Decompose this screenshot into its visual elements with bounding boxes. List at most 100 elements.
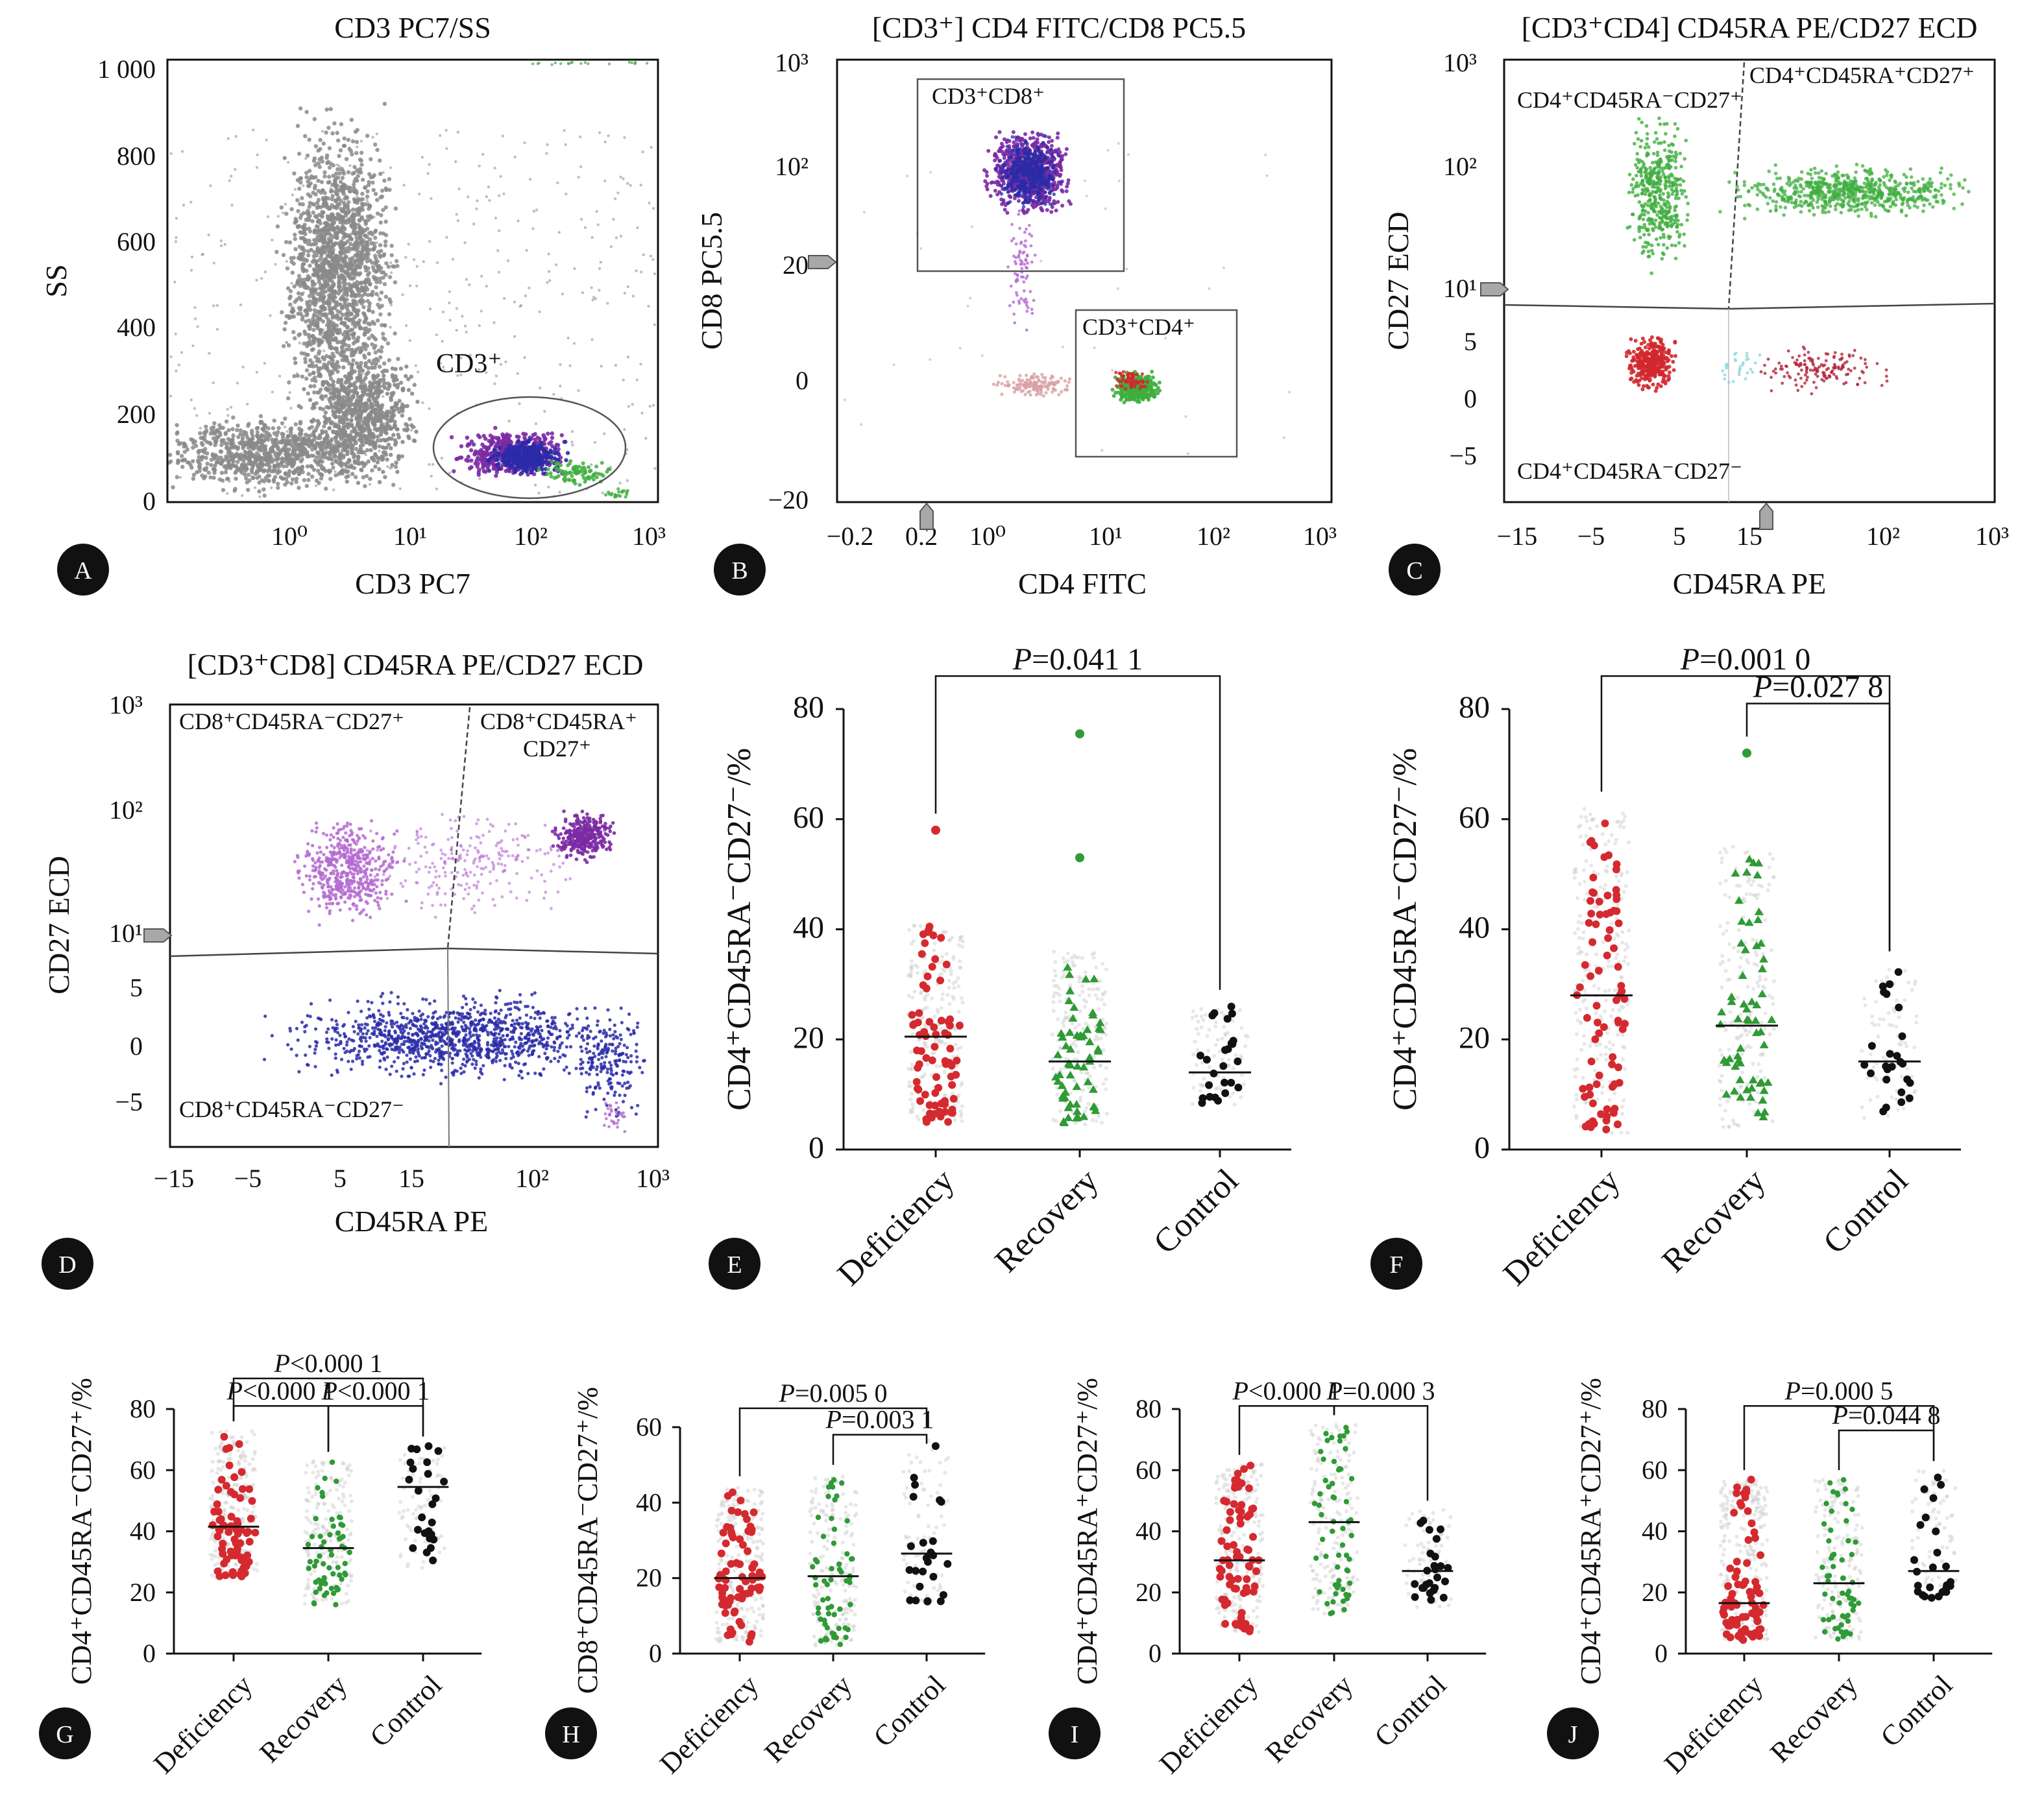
cell-point (224, 419, 229, 424)
cell-point (531, 450, 536, 454)
cell-point (563, 477, 567, 482)
cell-point (382, 373, 386, 378)
cell-point (300, 438, 306, 442)
cell-point (364, 416, 369, 421)
cell-point (223, 470, 228, 475)
cell-point (578, 135, 582, 139)
cell-point (339, 122, 344, 126)
cell-point (260, 427, 265, 431)
cell-point (283, 425, 287, 429)
cell-point (202, 467, 206, 472)
cell-point (232, 488, 237, 493)
cell-point (298, 215, 303, 220)
cell-point (298, 405, 303, 410)
cell-point (600, 461, 604, 465)
cell-point (263, 271, 267, 274)
cell-point (359, 285, 364, 290)
cell-point (373, 191, 378, 197)
cell-point (226, 428, 231, 433)
cell-point (365, 194, 370, 199)
cell-point (578, 483, 582, 487)
cell-point (380, 455, 385, 459)
cell-point (988, 194, 993, 199)
cell-point (319, 328, 323, 333)
cell-point (348, 164, 352, 167)
cell-point (348, 383, 353, 388)
cell-point (354, 151, 359, 156)
cell-point (209, 463, 213, 468)
cell-point (332, 267, 336, 272)
cell-point (322, 174, 327, 179)
cell-point (367, 307, 371, 313)
cell-point (542, 448, 546, 453)
cell-cloud (604, 487, 629, 499)
cell-point (386, 442, 391, 447)
cell-point (190, 255, 194, 259)
cell-point (564, 143, 567, 147)
cell-point (295, 178, 300, 182)
cell-point (311, 295, 315, 300)
cell-point (492, 448, 496, 453)
cell-point (390, 366, 395, 371)
cell-point (591, 472, 596, 477)
cell-point (465, 330, 468, 334)
cell-point (542, 454, 546, 459)
cell-point (359, 139, 363, 143)
cell-point (260, 478, 264, 483)
cell-point (306, 192, 311, 197)
cell-point (344, 157, 349, 162)
cell-point (347, 185, 351, 190)
cell-point (306, 184, 311, 188)
cell-point (442, 369, 446, 372)
cell-point (304, 171, 309, 175)
cell-point (267, 479, 271, 483)
cell-point (372, 346, 376, 350)
cell-point (377, 480, 382, 485)
cell-point (259, 440, 263, 445)
cell-point (226, 492, 229, 495)
cell-point (344, 232, 348, 237)
cell-point (365, 421, 370, 426)
cell-point (373, 411, 378, 416)
cell-point (304, 483, 309, 488)
cell-point (378, 195, 383, 200)
cell-point (275, 468, 280, 473)
cell-point (532, 210, 535, 213)
cell-point (494, 463, 500, 467)
cell-point (324, 153, 330, 158)
cell-point (565, 193, 568, 196)
cell-point (327, 217, 332, 222)
cell-point (347, 235, 352, 239)
cell-point (375, 132, 379, 136)
cell-point (383, 186, 388, 191)
cell-point (430, 474, 433, 478)
cell-point (313, 214, 318, 219)
cell-point (350, 472, 355, 476)
cell-point (365, 272, 371, 278)
cell-point (363, 186, 367, 190)
cell-point (480, 453, 484, 458)
cell-point (239, 457, 243, 461)
cell-point (502, 192, 505, 195)
cell-point (314, 224, 319, 229)
cell-point (372, 427, 377, 431)
cell-point (352, 179, 357, 184)
cell-point (639, 184, 642, 187)
cell-point (394, 460, 398, 465)
cell-point (389, 426, 394, 431)
cell-point (409, 374, 413, 379)
cell-point (595, 210, 598, 213)
cell-point (451, 258, 455, 261)
cell-point (356, 450, 361, 455)
cell-point (626, 479, 629, 482)
cell-point (175, 423, 179, 428)
cell-point (319, 440, 324, 445)
cell-point (288, 302, 293, 307)
cell-point (459, 373, 463, 376)
cell-point (321, 141, 326, 146)
cell-point (394, 403, 398, 407)
cell-point (556, 457, 561, 462)
cell-point (226, 458, 231, 463)
cell-point (383, 239, 388, 244)
cell-point (174, 332, 177, 336)
